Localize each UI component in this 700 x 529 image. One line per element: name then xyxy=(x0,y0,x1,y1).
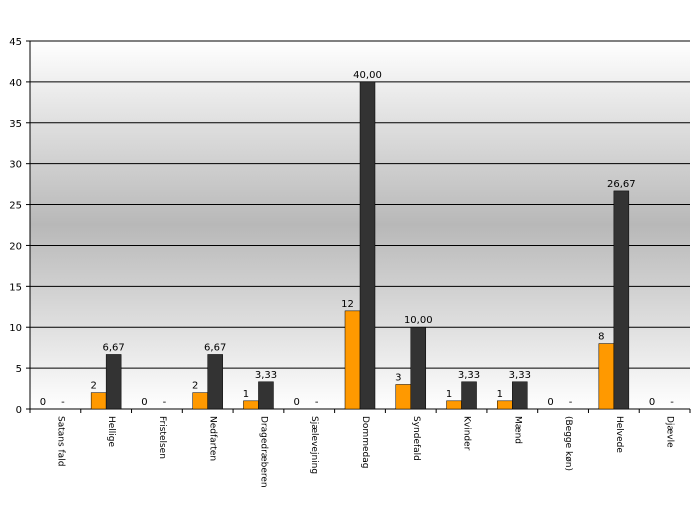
value-label: 6,67 xyxy=(103,342,125,353)
bar xyxy=(90,392,107,410)
value-label: - xyxy=(670,397,674,408)
bar xyxy=(258,381,274,410)
x-tick-label: Sjælevejning xyxy=(309,416,319,474)
value-label: - xyxy=(315,397,319,408)
y-tick-label: 40 xyxy=(9,78,22,89)
value-label: 40,00 xyxy=(353,70,382,81)
x-tick-label: Fristelsen xyxy=(157,416,167,459)
bar xyxy=(598,343,615,410)
bar xyxy=(497,400,513,410)
value-label: - xyxy=(61,397,65,408)
x-tick-label: Hellige xyxy=(106,416,116,448)
value-label: 26,67 xyxy=(607,179,636,190)
value-label: 10,00 xyxy=(404,315,433,326)
bar xyxy=(613,190,630,410)
y-tick-label: 10 xyxy=(9,323,22,334)
value-label: 0 xyxy=(294,397,300,408)
bar xyxy=(395,384,412,410)
value-label: 3,33 xyxy=(458,370,480,381)
value-label: 1 xyxy=(446,389,452,400)
y-tick-label: 20 xyxy=(9,241,22,252)
value-label: 8 xyxy=(598,332,604,343)
x-tick-label: Nedfarten xyxy=(208,416,218,461)
value-label: 0 xyxy=(547,397,553,408)
y-tick-label: 15 xyxy=(9,282,22,293)
y-tick-label: 5 xyxy=(16,364,22,375)
bar xyxy=(512,381,528,410)
value-label: 0 xyxy=(649,397,655,408)
value-label: 1 xyxy=(243,389,249,400)
value-label: 3,33 xyxy=(255,370,277,381)
bar xyxy=(359,81,376,410)
y-tick-label: 0 xyxy=(16,405,22,416)
value-label: 0 xyxy=(40,397,46,408)
y-tick-label: 30 xyxy=(9,160,22,171)
bar xyxy=(410,326,427,410)
y-tick-label: 45 xyxy=(9,37,22,48)
value-label: - xyxy=(569,397,573,408)
bar xyxy=(243,400,259,410)
x-tick-label: Syndefald xyxy=(411,416,421,461)
value-label: - xyxy=(163,397,167,408)
bar xyxy=(461,381,477,410)
x-tick-label: Helvede xyxy=(614,416,624,453)
x-tick-label: Djævle xyxy=(665,416,675,448)
x-tick-label: Kvinder xyxy=(462,416,472,451)
bar xyxy=(446,400,462,410)
bar xyxy=(207,354,223,410)
x-tick-label: Dragedræberen xyxy=(258,416,268,488)
x-tick-label: Satans fald xyxy=(55,416,65,466)
x-tick-label: (Begge køn) xyxy=(563,416,573,471)
value-label: 2 xyxy=(192,381,198,392)
value-label: 3 xyxy=(395,372,401,383)
x-tick-label: Mænd xyxy=(512,416,522,444)
value-label: 12 xyxy=(341,299,354,310)
value-label: 2 xyxy=(90,381,96,392)
bar xyxy=(192,392,208,410)
y-tick-label: 35 xyxy=(9,119,22,130)
value-label: 6,67 xyxy=(204,342,226,353)
bar xyxy=(344,310,361,410)
x-tick-label: Dommedag xyxy=(360,416,370,468)
value-label: 1 xyxy=(497,389,503,400)
value-label: 3,33 xyxy=(509,370,531,381)
bar xyxy=(105,354,122,410)
value-label: 0 xyxy=(141,397,147,408)
y-tick-label: 25 xyxy=(9,201,22,212)
